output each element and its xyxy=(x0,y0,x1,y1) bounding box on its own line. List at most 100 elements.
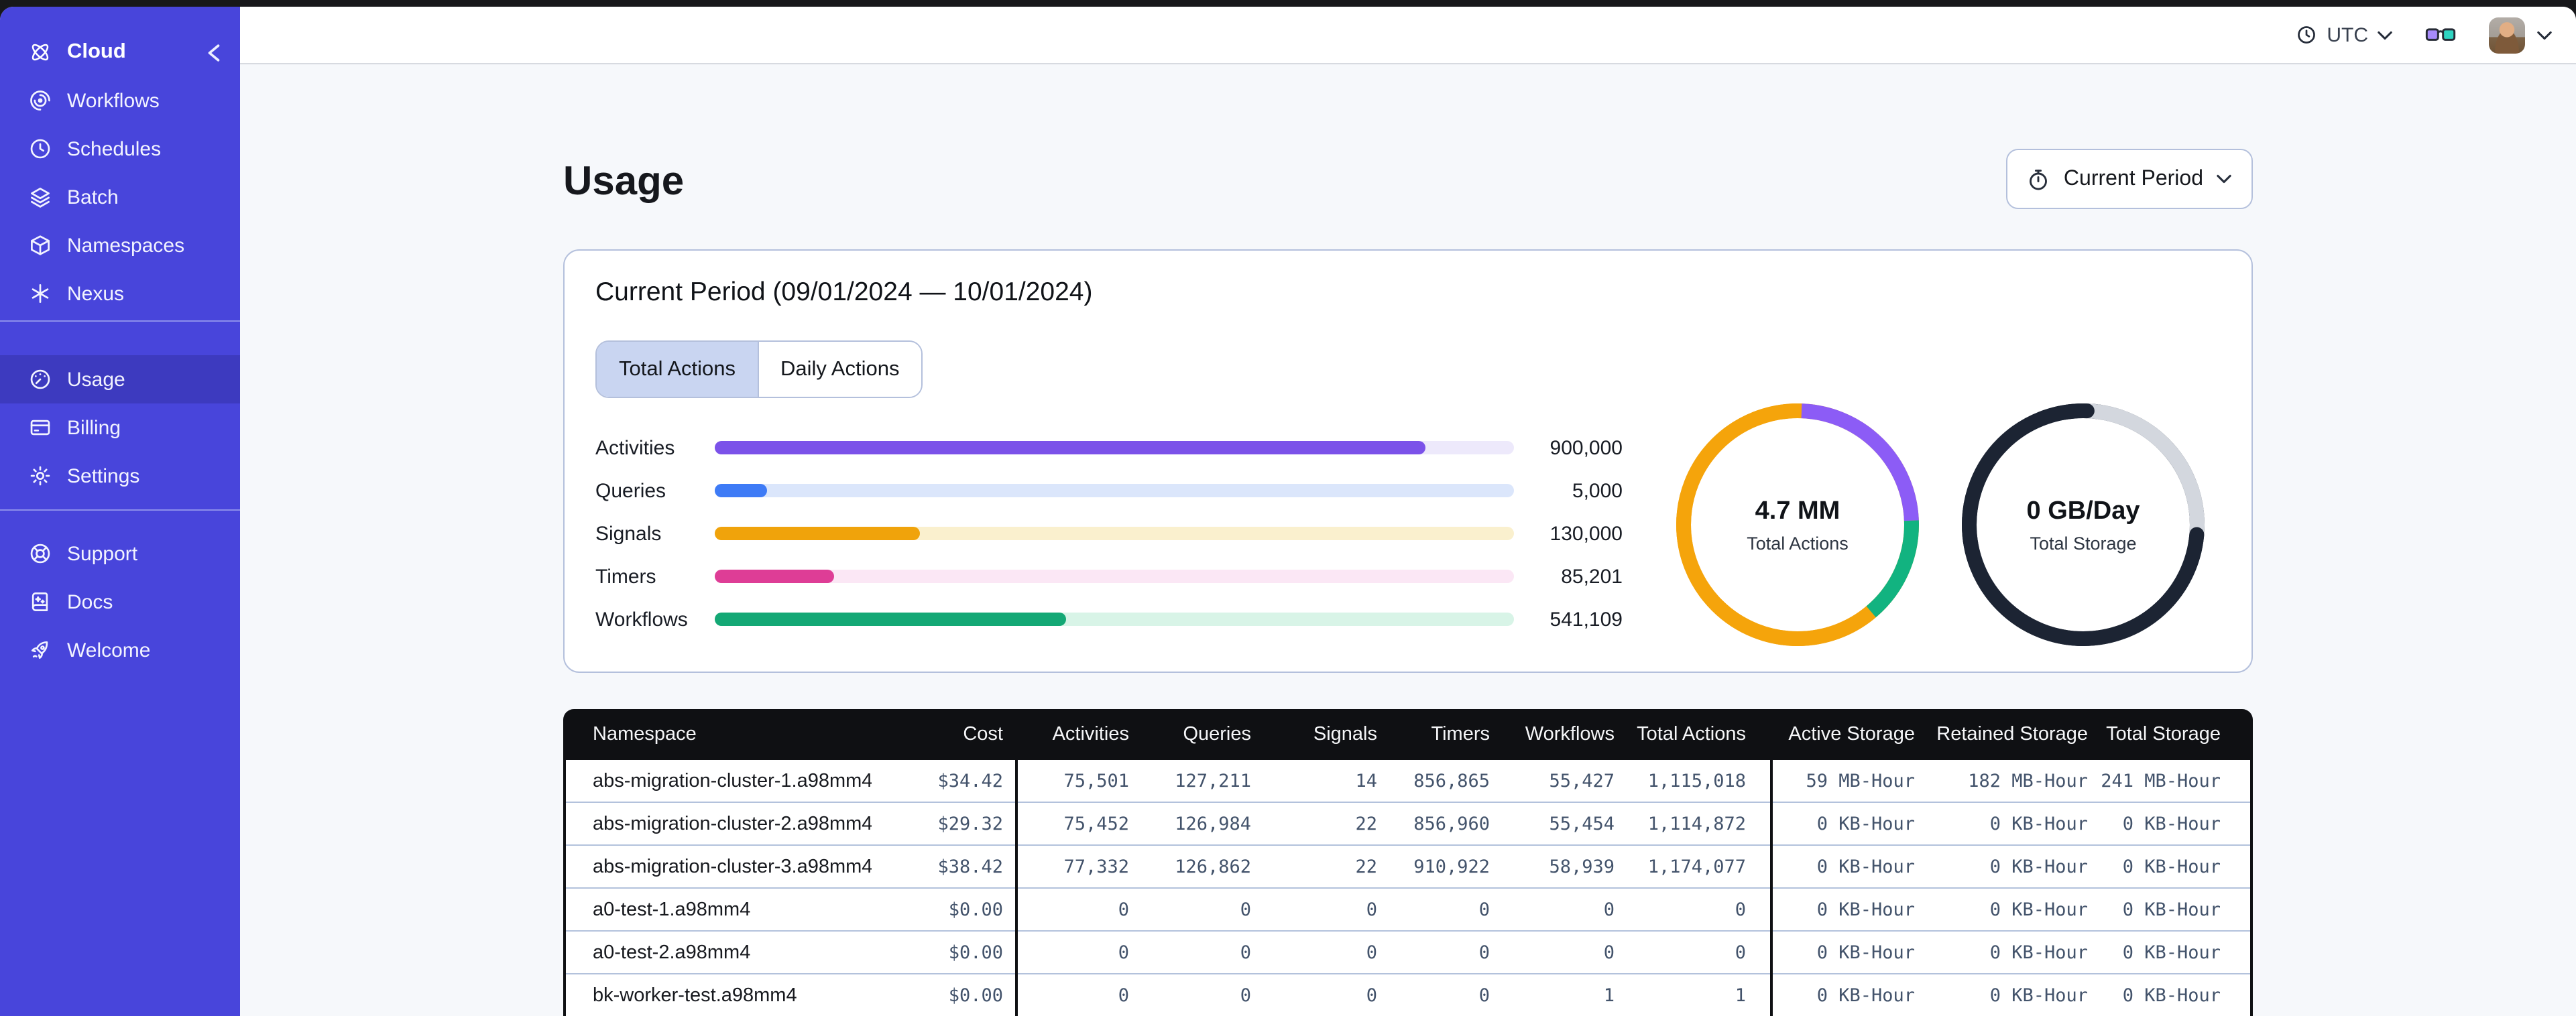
usage-summary-card: Current Period (09/01/2024 — 10/01/2024)… xyxy=(563,249,2253,673)
value-cell: $0.00 xyxy=(948,985,1003,1006)
app-window: Cloud Workflows Schedules Batch Namespaces N… xyxy=(0,7,2576,1016)
sidebar-item-support[interactable]: Support xyxy=(0,529,240,578)
namespace-cell: abs-migration-cluster-2.a98mm4 xyxy=(563,813,872,834)
bar-label: Signals xyxy=(595,522,662,545)
value-cell: 0 KB-Hour xyxy=(2122,942,2221,963)
timezone-label: UTC xyxy=(2327,23,2368,46)
table-group-divider xyxy=(563,760,566,1016)
chevron-down-icon xyxy=(2537,30,2552,40)
table-row: a0-test-2.a98mm4 $0.00 0 0 0 0 0 0 0 KB-Hour 0 KB… xyxy=(563,932,2253,974)
value-cell: 55,427 xyxy=(1549,770,1615,791)
sidebar-item-label: Settings xyxy=(67,464,140,487)
bar-track xyxy=(715,484,1514,497)
sidebar-group-account: Usage Billing Settings xyxy=(0,355,240,500)
value-cell: 22 xyxy=(1355,813,1377,834)
table-row: abs-migration-cluster-1.a98mm4 $34.42 75,5… xyxy=(563,760,2253,803)
bar-track xyxy=(715,570,1514,583)
value-cell: $0.00 xyxy=(948,899,1003,920)
namespace-link[interactable]: bk-worker-test.a98mm4 xyxy=(593,985,797,1006)
value-cell: 856,960 xyxy=(1413,813,1490,834)
value-cell: 75,452 xyxy=(1063,813,1129,834)
batch-icon xyxy=(28,185,52,209)
topbar: UTC xyxy=(240,7,2576,64)
actions-tab-group: Total Actions Daily Actions xyxy=(595,340,923,398)
table-row: abs-migration-cluster-2.a98mm4 $29.32 75,4… xyxy=(563,803,2253,846)
tab-daily-actions[interactable]: Daily Actions xyxy=(758,342,921,397)
value-cell: 0 KB-Hour xyxy=(1816,985,1915,1006)
value-cell: 0 KB-Hour xyxy=(1989,985,2088,1006)
bar-fill xyxy=(715,484,767,497)
value-cell: 1 xyxy=(1603,985,1615,1006)
timezone-select[interactable]: UTC xyxy=(2296,23,2392,46)
table-row: abs-migration-cluster-3.a98mm4 $38.42 77,3… xyxy=(563,846,2253,889)
value-cell: 182 MB-Hour xyxy=(1968,770,2088,791)
actions-bar-chart: Activities 900,000 Queries 5,000 Signals 130,… xyxy=(595,426,1623,641)
value-cell: 0 xyxy=(1735,942,1746,963)
namespace-link[interactable]: abs-migration-cluster-2.a98mm4 xyxy=(593,813,872,834)
column-header-activities: Activities xyxy=(1052,724,1129,745)
value-cell: 1 xyxy=(1735,985,1746,1006)
value-cell: $38.42 xyxy=(937,856,1003,877)
bar-fill xyxy=(715,613,1067,626)
value-cell: 910,922 xyxy=(1413,856,1490,877)
sidebar-collapse-button[interactable] xyxy=(208,44,220,61)
sidebar-divider xyxy=(0,320,240,322)
donut-value: 0 GB/Day xyxy=(2026,497,2140,525)
value-cell: 1,115,018 xyxy=(1647,770,1746,791)
namespace-link[interactable]: abs-migration-cluster-3.a98mm4 xyxy=(593,856,872,877)
sidebar-item-schedules[interactable]: Schedules xyxy=(0,125,240,173)
nexus-icon xyxy=(28,281,52,306)
period-select-button[interactable]: Current Period xyxy=(2005,149,2253,209)
sidebar-item-label: Usage xyxy=(67,368,125,391)
column-header-total-actions: Total Actions xyxy=(1637,724,1746,745)
donut-label: Total Storage xyxy=(2030,533,2137,553)
clock-icon xyxy=(2296,24,2317,46)
feedback-glasses-button[interactable] xyxy=(2424,25,2457,44)
value-cell: 0 xyxy=(1478,985,1490,1006)
tab-total-actions[interactable]: Total Actions xyxy=(597,342,758,397)
bar-fill xyxy=(715,527,921,540)
sidebar-group-workspace: Workflows Schedules Batch Namespaces Nexus xyxy=(0,76,240,318)
value-cell: 0 xyxy=(1240,899,1251,920)
column-header-queries: Queries xyxy=(1183,724,1251,745)
sidebar-item-nexus[interactable]: Nexus xyxy=(0,269,240,318)
table-group-divider xyxy=(2250,760,2253,1016)
bar-label: Workflows xyxy=(595,608,688,631)
namespace-cell: a0-test-1.a98mm4 xyxy=(563,899,872,920)
bar-row-queries: Queries 5,000 xyxy=(595,469,1623,512)
table-header-row: Namespace Cost Activities Queries Signals Tim… xyxy=(563,709,2253,760)
namespace-link[interactable]: a0-test-1.a98mm4 xyxy=(593,899,751,920)
account-menu[interactable] xyxy=(2489,17,2552,53)
sidebar-header: Cloud xyxy=(0,25,240,79)
value-cell: 0 xyxy=(1366,899,1377,920)
sidebar-item-workflows[interactable]: Workflows xyxy=(0,76,240,125)
bar-label: Queries xyxy=(595,479,666,502)
sidebar-item-settings[interactable]: Settings xyxy=(0,452,240,500)
namespace-usage-table: Namespace Cost Activities Queries Signals Tim… xyxy=(563,709,2253,1016)
sidebar-item-label: Schedules xyxy=(67,137,162,160)
value-cell: 0 xyxy=(1366,985,1377,1006)
column-header-workflows: Workflows xyxy=(1525,724,1615,745)
value-cell: 856,865 xyxy=(1413,770,1490,791)
value-cell: 0 xyxy=(1478,942,1490,963)
sidebar-item-docs[interactable]: Docs xyxy=(0,578,240,626)
value-cell: 0 KB-Hour xyxy=(1989,813,2088,834)
bar-label: Activities xyxy=(595,436,675,459)
sidebar-item-welcome[interactable]: Welcome xyxy=(0,626,240,674)
card-title: Current Period (09/01/2024 — 10/01/2024) xyxy=(595,277,1093,307)
value-cell: 0 xyxy=(1366,942,1377,963)
sidebar-item-namespaces[interactable]: Namespaces xyxy=(0,221,240,269)
sidebar-item-billing[interactable]: Billing xyxy=(0,403,240,452)
sidebar-item-usage[interactable]: Usage xyxy=(0,355,240,403)
schedules-icon xyxy=(28,137,52,161)
value-cell: 0 xyxy=(1118,942,1129,963)
value-cell: 0 xyxy=(1603,942,1615,963)
value-cell: 0 KB-Hour xyxy=(1989,942,2088,963)
column-header-total-storage: Total Storage xyxy=(2106,724,2221,745)
donut-value: 4.7 MM xyxy=(1755,497,1840,525)
namespace-link[interactable]: abs-migration-cluster-1.a98mm4 xyxy=(593,770,872,791)
namespace-link[interactable]: a0-test-2.a98mm4 xyxy=(593,942,751,963)
column-header-timers: Timers xyxy=(1431,724,1490,745)
sidebar-item-batch[interactable]: Batch xyxy=(0,173,240,221)
